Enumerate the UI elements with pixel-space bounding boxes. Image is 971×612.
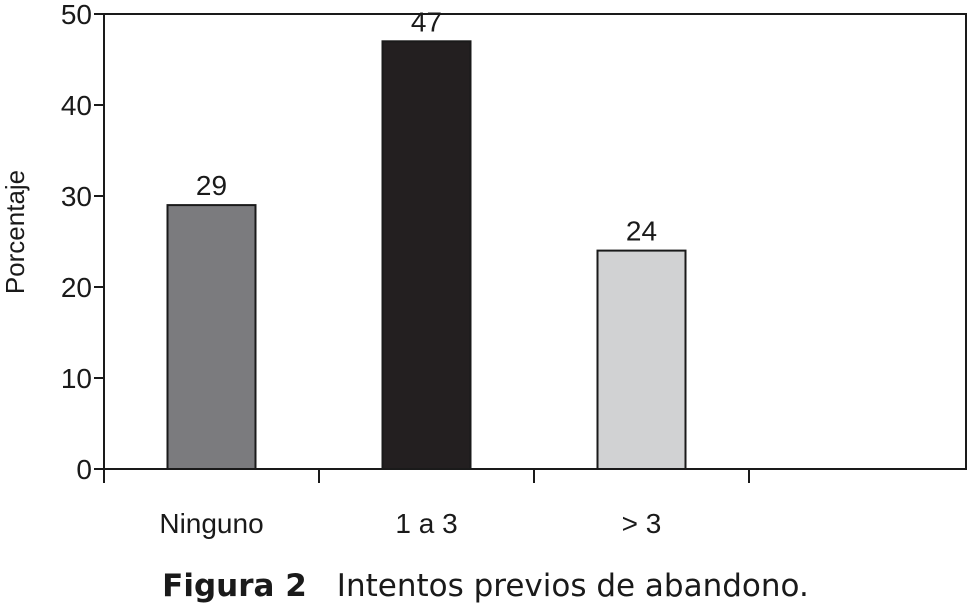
category-label: > 3	[622, 508, 662, 539]
data-label: 24	[626, 216, 657, 247]
y-tick-label: 50	[61, 0, 92, 30]
bar	[381, 40, 472, 471]
category-label: 1 a 3	[395, 508, 457, 539]
y-tick-label: 20	[61, 272, 92, 303]
figure-caption-text: Intentos previos de abandono.	[336, 568, 809, 604]
y-tick-label: 40	[61, 90, 92, 121]
y-tick-label: 30	[61, 181, 92, 212]
category-label: Ninguno	[159, 508, 263, 539]
x-axis-ticks	[103, 469, 750, 483]
bar	[596, 249, 687, 470]
y-axis-ticks: 0 10 20 30 40 50	[61, 0, 104, 485]
bar	[166, 204, 257, 470]
data-label: 29	[196, 170, 227, 201]
data-label: 47	[411, 6, 442, 37]
y-axis-title: Porcentaje	[0, 170, 30, 294]
y-tick-label: 0	[76, 454, 92, 485]
figure-number: Figura 2	[162, 568, 307, 604]
y-tick-label: 10	[61, 363, 92, 394]
category-labels: Ninguno 1 a 3 > 3	[159, 508, 661, 539]
bars	[166, 40, 687, 471]
data-labels: 29 47 24	[196, 6, 657, 246]
figure-caption: Figura 2 Intentos previos de abandono.	[0, 568, 971, 604]
